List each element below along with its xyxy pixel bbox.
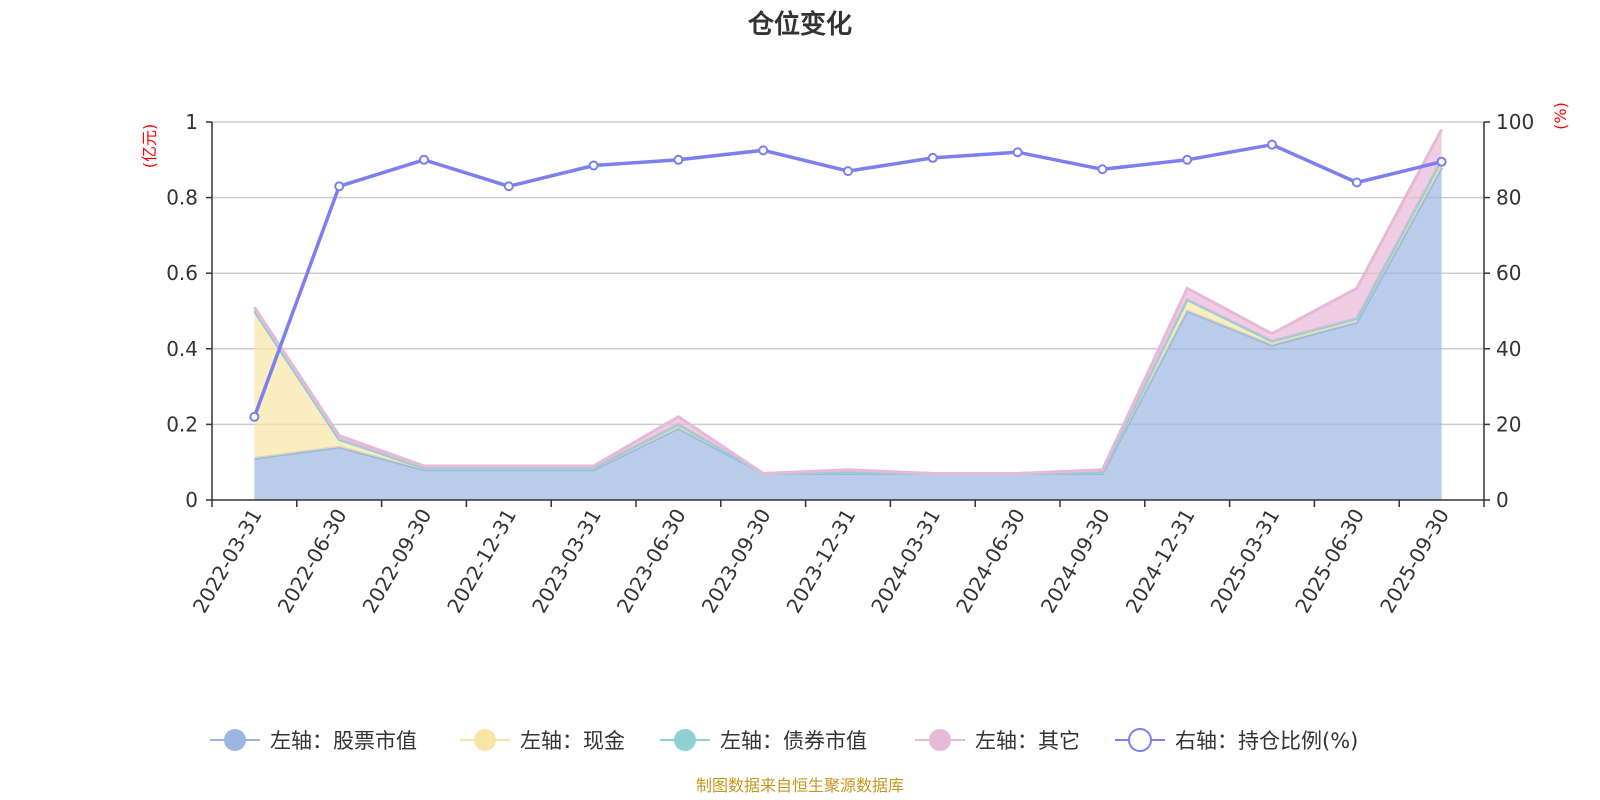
ratio-line-point	[927, 152, 938, 163]
data-source-note: 制图数据来自恒生聚源数据库	[696, 776, 904, 795]
ratio-line-point	[673, 154, 684, 165]
x-axis-tick-label: 2024-09-30	[1036, 505, 1115, 618]
legend-marker	[929, 729, 951, 751]
x-axis-tick-label: 2023-06-30	[612, 505, 691, 618]
legend-item-3: 左轴：其它	[915, 729, 1080, 753]
x-axis-tick-label: 2022-03-31	[188, 505, 267, 618]
x-axis-tick-label: 2022-12-31	[442, 505, 521, 618]
legend-marker	[474, 729, 496, 751]
ratio-line-point	[1097, 164, 1108, 175]
legend: 左轴：股票市值 左轴：现金 左轴：债券市值 左轴：其它 右轴：持仓比例(%)	[210, 728, 1358, 753]
x-axis-tick-label: 2025-03-31	[1205, 505, 1284, 618]
ratio-line-point	[1267, 139, 1277, 150]
ratio-line-point	[588, 160, 599, 171]
legend-item-2: 左轴：债券市值	[660, 729, 867, 753]
ratio-line-point	[843, 166, 853, 177]
x-axis-tick-label: 2023-03-31	[527, 505, 606, 618]
x-axis-tick-label: 2022-09-30	[357, 505, 436, 618]
legend-label: 左轴：股票市值	[270, 729, 417, 753]
ratio-line-point	[758, 145, 769, 156]
ratio-line-point	[249, 411, 260, 422]
right-axis-tick-label: 0	[1496, 488, 1509, 512]
legend-item-4: 右轴：持仓比例(%)	[1115, 728, 1358, 753]
x-axis-tick-label: 2024-06-30	[951, 505, 1030, 618]
legend-marker	[674, 729, 696, 751]
legend-marker	[1128, 728, 1152, 752]
position-ratio-line	[249, 139, 1447, 422]
right-axis-tick-label: 40	[1496, 337, 1521, 361]
ratio-line-point	[1012, 147, 1023, 158]
area-series-0	[254, 167, 1442, 500]
x-axis-tick-label: 2022-06-30	[273, 505, 352, 618]
ratio-line-point	[1436, 156, 1447, 167]
ratio-line-point	[503, 181, 514, 192]
ratio-line-point	[419, 154, 429, 165]
ratio-line-point	[334, 181, 345, 192]
right-axis-tick-label: 100	[1496, 110, 1534, 134]
right-axis-tick-label: 60	[1496, 261, 1521, 285]
x-axis-tick-label: 2025-09-30	[1375, 505, 1454, 618]
legend-item-0: 左轴：股票市值	[210, 729, 417, 753]
legend-label: 左轴：其它	[975, 729, 1080, 753]
right-axis-tick-label: 20	[1496, 412, 1521, 436]
ratio-line-point	[1351, 177, 1362, 188]
left-axis-tick-label: 0.4	[166, 337, 198, 361]
legend-label: 左轴：债券市值	[720, 729, 867, 753]
x-axis-tick-label: 2024-12-31	[1121, 505, 1200, 618]
chart-title: 仓位变化	[747, 9, 852, 40]
left-axis-tick-label: 0.6	[166, 261, 198, 285]
x-axis-tick-label: 2023-09-30	[697, 505, 776, 618]
area-series-3	[254, 129, 1442, 474]
x-axis-tick-label: 2024-03-31	[866, 505, 945, 618]
x-axis-tick-label: 2023-12-31	[781, 505, 860, 618]
area-edge-series-3	[253, 128, 1443, 476]
area-series-1	[254, 159, 1442, 474]
legend-item-1: 左轴：现金	[460, 729, 625, 753]
right-axis-tick-label: 80	[1496, 186, 1521, 210]
left-axis-tick-label: 0.2	[166, 412, 198, 436]
ratio-line-point	[1182, 154, 1193, 165]
legend-label: 右轴：持仓比例(%)	[1175, 729, 1358, 753]
left-axis-tick-label: 0.8	[166, 186, 198, 210]
left-axis-tick-label: 1	[185, 110, 198, 134]
right-axis-unit: (%)	[1551, 102, 1570, 130]
x-axis-tick-label: 2025-06-30	[1290, 505, 1369, 618]
legend-marker	[224, 729, 246, 751]
left-axis-tick-label: 0	[185, 488, 198, 512]
left-axis-unit: (亿元)	[140, 124, 159, 169]
stacked-areas	[253, 128, 1443, 500]
legend-label: 左轴：现金	[520, 729, 625, 753]
